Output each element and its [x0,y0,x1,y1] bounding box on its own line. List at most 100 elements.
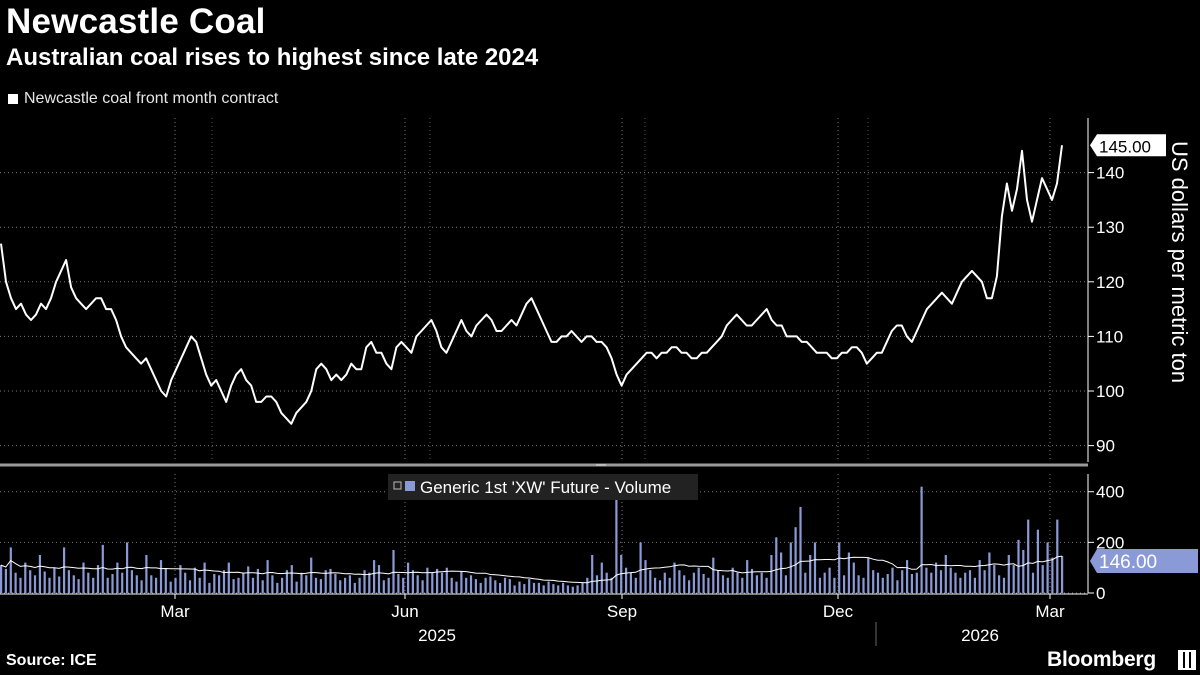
volume-bar [169,581,172,593]
volume-bar [595,575,599,593]
volume-bar [702,574,705,593]
volume-bar [731,567,734,593]
volume-bar [213,574,216,593]
volume-bar [925,567,928,593]
volume-bar [348,575,351,593]
volume-bar [96,565,100,593]
volume-bar [571,586,574,593]
volume-bar [518,581,521,593]
y-tick-label: 130 [1096,218,1124,237]
price-last-value-tag [1090,134,1166,157]
volume-bar [605,572,608,593]
volume-bar [746,560,749,593]
volume-bar [823,572,826,593]
x-year-label: 2025 [418,626,456,645]
volume-bar [1051,557,1054,593]
axes [0,118,1094,646]
volume-bar [426,567,429,593]
volume-bar [1041,565,1044,593]
volume-bar [750,568,754,593]
brand-logo: Bloomberg [1047,648,1157,671]
volume-bar [954,572,957,593]
volume-bar [523,584,526,593]
volume-bar [179,565,182,593]
volume-bar [450,577,453,593]
volume-bar [600,562,603,593]
volume-bar [1022,550,1025,593]
volume-bar [43,571,46,593]
volume-bar [615,491,618,593]
volume-bar [547,581,550,593]
volume-bar [833,577,836,593]
volume-bar [566,585,569,593]
volume-moving-average-line [0,555,1063,584]
volume-bar [576,585,579,593]
volume-bar [1031,572,1035,593]
volume-bar [780,552,783,593]
volume-bar [271,575,274,593]
volume-bar [939,570,943,593]
volume-legend-swatch [405,481,415,491]
volume-bar [460,571,463,593]
x-year-label: 2026 [961,626,999,645]
volume-bar [63,547,66,593]
volume-legend-bg [388,474,698,500]
volume-bar [256,568,259,593]
volume-bar [813,542,817,593]
volume-bar [0,565,3,593]
volume-bar [712,557,715,593]
volume-bar [392,550,395,593]
volume-bar [416,575,419,593]
volume-bar [111,574,114,593]
volume-bar [658,580,662,593]
volume-bar [193,567,196,593]
legend-label: Newcastle coal front month contract [24,90,279,107]
volume-bar [901,570,904,593]
volume-bar [741,577,744,593]
volume-bar [198,577,201,593]
volume-bar [431,572,434,593]
volume-bar [552,584,555,593]
volume-bar [242,572,245,593]
volume-bar [998,575,1001,593]
volume-bar [150,575,153,593]
volume-bar [436,568,439,593]
volume-bar [9,547,12,593]
volume-bar [862,577,865,593]
x-month-label: Dec [823,602,854,621]
volume-bar [983,570,986,593]
volume-bar [625,567,628,593]
volume-bar [319,579,322,593]
volume-bar [891,567,894,593]
volume-bar [794,527,797,593]
volume-bar [232,579,235,593]
volume-bar [266,560,269,593]
volume-bar [363,570,366,593]
volume-legend-label: Generic 1st 'XW' Future - Volume [420,478,671,497]
volume-bar [188,580,192,593]
volume-bar [101,544,104,593]
labels: Mar Jun Sep Dec Mar 90 100 110 120 130 140 0 200 400 2… [160,134,1198,645]
volume-bar [1002,577,1006,593]
volume-bar [673,562,676,593]
volume-bar [876,572,880,593]
volume-bar [678,570,681,593]
volume-bar [324,570,327,593]
volume-bar [1012,565,1015,593]
volume-bar [537,582,540,593]
volume-bar [203,562,206,593]
volume-bar [828,567,831,593]
source-note: Source: ICE [6,652,97,669]
volume-bar [276,582,279,593]
volume-bar [29,570,32,593]
volume-bar [164,568,167,593]
volume-bar [499,582,502,593]
volume-bar [489,576,492,593]
volume-bar [968,570,972,593]
volume-bar [513,585,516,593]
volume-bar [116,562,119,593]
price-plot [0,145,1063,425]
x-month-label: Mar [1035,602,1065,621]
volume-bar [208,582,211,593]
volume-bar [82,562,85,593]
